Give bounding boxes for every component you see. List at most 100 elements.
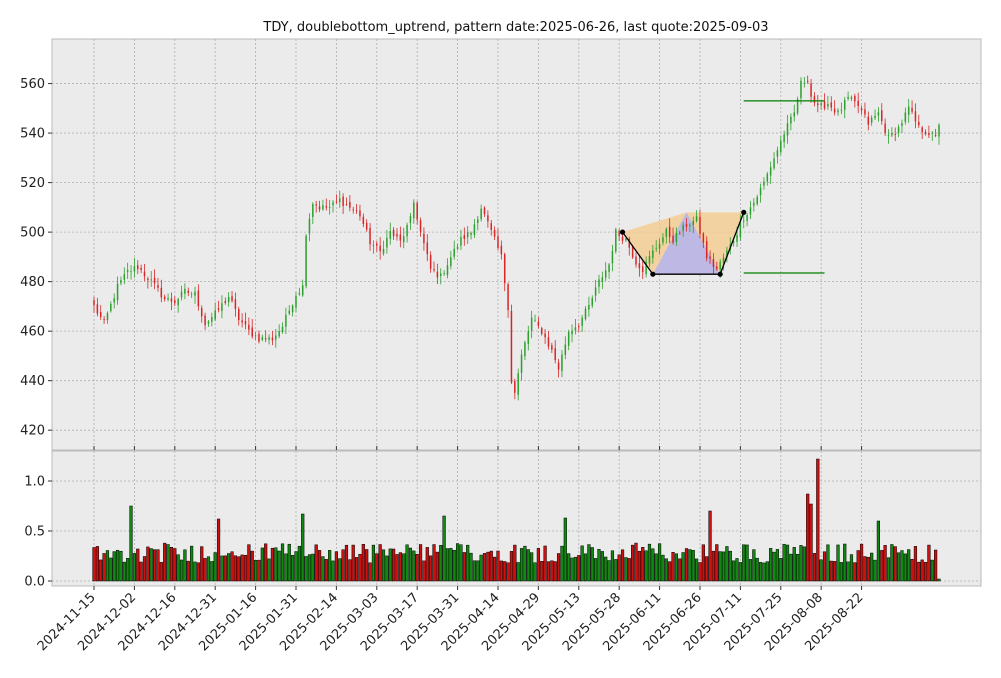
- candle-body: [248, 324, 250, 330]
- candle-body: [244, 321, 247, 325]
- volume-bar: [610, 550, 615, 582]
- volume-bar: [863, 556, 867, 582]
- candle-body: [103, 319, 105, 321]
- candle-body: [786, 123, 789, 136]
- volume-bar: [543, 545, 547, 582]
- volume-bar: [627, 558, 631, 582]
- candle-body: [426, 242, 429, 255]
- volume-bar: [284, 553, 288, 582]
- candle-body: [934, 134, 937, 136]
- volume-bar: [190, 545, 194, 582]
- candle-body: [251, 327, 253, 337]
- volume-bar: [432, 544, 436, 582]
- price-panel: 420 440 460 480 500 520 540 560: [20, 38, 982, 451]
- candle-body: [254, 335, 257, 337]
- volume-bar: [112, 551, 116, 582]
- candle-body: [897, 126, 900, 133]
- volume-bar: [930, 559, 934, 582]
- volume-bar: [260, 547, 264, 582]
- pattern-fill-blue: [652, 212, 721, 275]
- candle-body: [921, 127, 923, 132]
- candle-body: [389, 231, 392, 239]
- volume-bar: [846, 561, 850, 582]
- volume-bar: [499, 560, 503, 582]
- candle-body: [850, 97, 853, 99]
- volume-bar: [745, 544, 749, 582]
- volume-bar: [570, 557, 574, 582]
- candle-body: [857, 100, 859, 107]
- candle-body: [628, 238, 631, 248]
- volume-bar: [425, 547, 429, 582]
- volume-bar: [849, 554, 854, 582]
- candle-body: [658, 244, 661, 249]
- volume-bar: [334, 551, 338, 582]
- candle-body: [372, 245, 375, 246]
- candle-body: [288, 310, 291, 314]
- candle-body: [490, 223, 493, 230]
- y-tick-label: 480: [20, 275, 45, 290]
- volume-bar: [671, 551, 675, 582]
- candle-body: [591, 298, 594, 306]
- volume-bar: [429, 555, 433, 582]
- volume-bar: [176, 554, 180, 582]
- candle-body: [153, 277, 156, 284]
- volume-bar: [765, 561, 769, 582]
- volume-bar: [799, 545, 803, 582]
- candle-body: [318, 206, 321, 210]
- candle-body: [907, 106, 910, 115]
- candle-body: [386, 237, 388, 248]
- volume-bar: [297, 545, 301, 582]
- candle-body: [211, 317, 213, 322]
- volume-bar: [132, 553, 136, 582]
- volume-bar: [92, 547, 96, 582]
- candle-body: [928, 133, 930, 136]
- volume-bar: [220, 555, 224, 582]
- candle-body: [564, 344, 567, 356]
- volume-bar: [169, 546, 174, 582]
- volume-bar: [718, 551, 722, 582]
- candle-body: [870, 117, 873, 123]
- candle-body: [328, 207, 331, 208]
- volume-bar: [870, 552, 874, 582]
- candle-body: [429, 255, 432, 269]
- candle-body: [581, 317, 583, 326]
- volume-bar: [109, 557, 113, 582]
- candle-body: [338, 198, 341, 202]
- volume-bar: [371, 544, 376, 582]
- volume-bar: [503, 561, 507, 582]
- volume-bar: [142, 556, 147, 582]
- volume-bar: [324, 559, 328, 582]
- volume-bar: [910, 558, 914, 582]
- volume-bar: [651, 548, 655, 582]
- candle-body: [887, 134, 890, 136]
- volume-bar: [705, 556, 709, 582]
- candle-body: [268, 337, 270, 340]
- candle-body: [241, 320, 243, 323]
- volume-bar: [897, 552, 901, 582]
- candle-body: [443, 273, 445, 275]
- volume-bar: [445, 548, 450, 582]
- volume-bar: [105, 550, 110, 582]
- candle-body: [726, 250, 728, 258]
- volume-bar: [785, 544, 790, 582]
- volume-bar: [506, 562, 510, 582]
- candle-body: [392, 229, 395, 237]
- volume-bar: [452, 549, 456, 582]
- volume-bar: [721, 551, 726, 582]
- candle-body: [140, 267, 142, 270]
- volume-bar: [311, 553, 315, 582]
- candle-body: [517, 373, 519, 395]
- volume-bar: [553, 561, 557, 582]
- volume-bar: [193, 561, 197, 582]
- volume-bar: [752, 549, 756, 582]
- volume-bar: [294, 551, 298, 582]
- volume-bar: [227, 553, 231, 582]
- volume-bar: [732, 560, 736, 582]
- pattern-line: [622, 212, 745, 275]
- candle-body: [473, 224, 476, 236]
- candle-body: [702, 233, 705, 243]
- volume-bar: [250, 550, 254, 582]
- candle-body: [615, 229, 617, 252]
- volume-bar: [486, 551, 490, 582]
- candle-body: [298, 293, 301, 295]
